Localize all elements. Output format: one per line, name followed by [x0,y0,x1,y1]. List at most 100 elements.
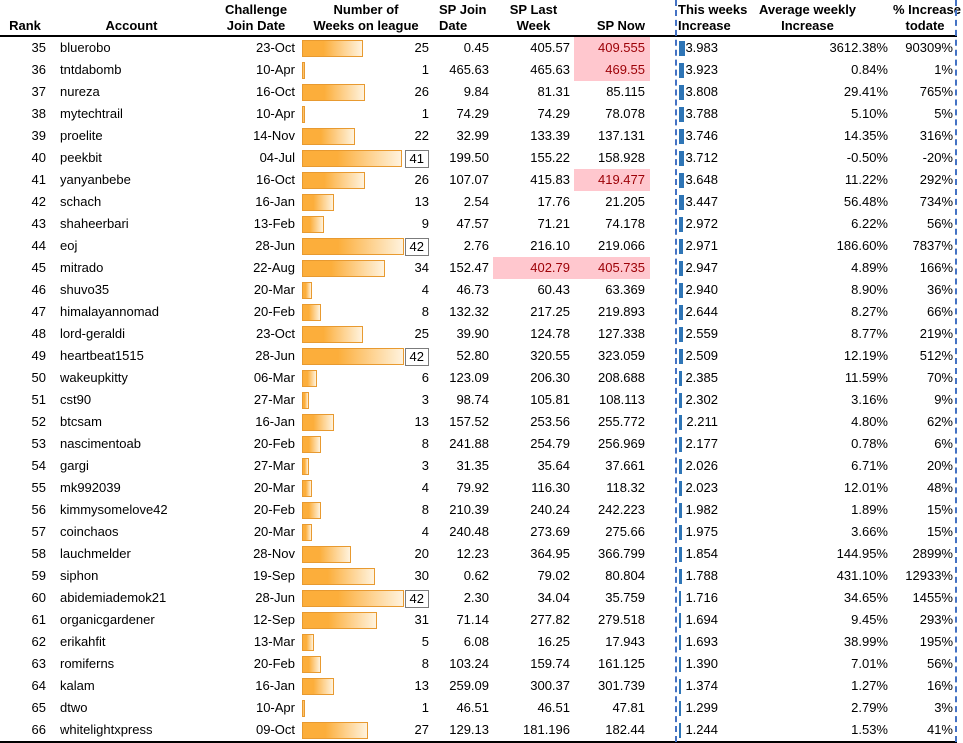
cell-average-weekly-increase[interactable]: 1.27% [851,678,888,693]
cell-weeks-on-league[interactable]: 30 [299,565,433,587]
cell-average-weekly-increase[interactable]: 8.27% [851,304,888,319]
header-account[interactable]: Account [50,2,213,35]
cell-weeks-on-league[interactable]: 41 [299,147,433,169]
cell-average-weekly-increase[interactable]: 3612.38% [829,40,888,55]
cell-sp-join-date[interactable]: 79.92 [456,480,489,495]
cell-average-weekly-increase[interactable]: 6.22% [851,216,888,231]
cell-challenge-join-date[interactable]: 20-Feb [253,502,295,517]
cell-sp-join-date[interactable]: 46.73 [456,282,489,297]
cell-this-weeks-increase[interactable]: 3.746 [676,125,722,147]
cell-weeks-on-league[interactable]: 3 [299,389,433,411]
cell-spacer[interactable] [650,59,676,81]
cell-account[interactable]: himalayannomad [60,304,160,319]
cell-pct-increase-todate[interactable]: 734% [919,194,953,209]
cell-sp-join-date[interactable]: 74.29 [456,106,489,121]
cell-spacer[interactable] [650,147,676,169]
cell-sp-now[interactable]: 419.477 [574,169,650,191]
cell-weeks-on-league[interactable]: 8 [299,433,433,455]
cell-sp-last-week[interactable]: 74.29 [537,106,570,121]
cell-average-weekly-increase[interactable]: 11.22% [844,172,888,187]
cell-account[interactable]: kimmysomelove42 [60,502,168,517]
cell-rank[interactable]: 48 [31,326,46,341]
cell-pct-increase-todate[interactable]: 15% [926,524,953,539]
cell-sp-now[interactable]: 256.969 [598,436,645,451]
cell-sp-last-week[interactable]: 300.37 [530,678,570,693]
cell-average-weekly-increase[interactable]: 4.89% [851,260,888,275]
cell-sp-last-week[interactable]: 402.79 [493,257,574,279]
cell-rank[interactable]: 41 [31,172,46,187]
cell-sp-last-week[interactable]: 46.51 [537,700,570,715]
cell-rank[interactable]: 38 [31,106,46,121]
cell-spacer[interactable] [650,565,676,587]
cell-sp-now[interactable]: 255.772 [598,414,645,429]
cell-account[interactable]: wakeupkitty [60,370,128,385]
cell-spacer[interactable] [650,411,676,433]
cell-average-weekly-increase[interactable]: 7.01% [851,656,888,671]
cell-pct-increase-todate[interactable]: 16% [926,678,953,693]
cell-challenge-join-date[interactable]: 28-Jun [255,238,295,253]
cell-sp-last-week[interactable]: 206.30 [530,370,570,385]
cell-sp-join-date[interactable]: 240.48 [449,524,489,539]
cell-rank[interactable]: 44 [31,238,46,253]
cell-pct-increase-todate[interactable]: 66% [926,304,953,319]
cell-sp-join-date[interactable]: 0.62 [463,568,489,583]
cell-pct-increase-todate[interactable]: 765% [919,84,953,99]
cell-challenge-join-date[interactable]: 04-Jul [259,150,295,165]
cell-this-weeks-increase[interactable]: 1.374 [676,675,722,697]
cell-challenge-join-date[interactable]: 14-Nov [253,128,295,143]
cell-rank[interactable]: 47 [31,304,46,319]
cell-average-weekly-increase[interactable]: 6.71% [851,458,888,473]
cell-rank[interactable]: 57 [31,524,46,539]
cell-rank[interactable]: 52 [31,414,46,429]
cell-account[interactable]: lauchmelder [60,546,131,561]
cell-challenge-join-date[interactable]: 20-Mar [253,480,295,495]
cell-average-weekly-increase[interactable]: 8.90% [851,282,888,297]
cell-spacer[interactable] [650,235,676,257]
cell-sp-now[interactable]: 219.893 [598,304,645,319]
cell-pct-increase-todate[interactable]: 48% [926,480,953,495]
cell-sp-now[interactable]: 17.943 [605,634,645,649]
cell-sp-last-week[interactable]: 277.82 [530,612,570,627]
cell-sp-last-week[interactable]: 254.79 [530,436,570,451]
cell-spacer[interactable] [650,697,676,719]
cell-sp-now[interactable]: 118.32 [606,480,645,495]
header-weeks-on-league[interactable]: Number of Weeks on league [299,2,433,35]
cell-average-weekly-increase[interactable]: 1.89% [851,502,888,517]
cell-pct-increase-todate[interactable]: 62% [926,414,953,429]
cell-sp-last-week[interactable]: 181.196 [523,722,570,737]
cell-account[interactable]: dtwo [60,700,88,715]
cell-rank[interactable]: 54 [31,458,46,473]
cell-sp-now[interactable]: 323.059 [598,348,645,363]
cell-challenge-join-date[interactable]: 28-Nov [253,546,295,561]
cell-sp-now[interactable]: 301.739 [598,678,645,693]
cell-pct-increase-todate[interactable]: 1% [934,62,953,77]
cell-this-weeks-increase[interactable]: 2.302 [676,389,722,411]
cell-pct-increase-todate[interactable]: 36% [926,282,953,297]
cell-weeks-on-league[interactable]: 13 [299,191,433,213]
cell-sp-last-week[interactable]: 159.74 [530,656,570,671]
cell-account[interactable]: heartbeat1515 [60,348,144,363]
cell-challenge-join-date[interactable]: 16-Oct [255,172,295,187]
cell-spacer[interactable] [650,345,676,367]
cell-challenge-join-date[interactable]: 16-Jan [255,678,295,693]
cell-challenge-join-date[interactable]: 28-Jun [255,348,295,363]
cell-spacer[interactable] [650,81,676,103]
header-pct-increase-todate[interactable]: % Increase todate [893,2,961,35]
cell-account[interactable]: mk992039 [60,480,121,495]
cell-rank[interactable]: 53 [31,436,46,451]
cell-account[interactable]: organicgardener [60,612,155,627]
cell-challenge-join-date[interactable]: 10-Apr [255,700,295,715]
cell-spacer[interactable] [650,499,676,521]
cell-sp-last-week[interactable]: 34.04 [537,590,570,605]
cell-sp-join-date[interactable]: 129.13 [449,722,489,737]
cell-average-weekly-increase[interactable]: 186.60% [836,238,888,253]
cell-sp-join-date[interactable]: 9.84 [463,84,489,99]
cell-sp-now[interactable]: 279.518 [598,612,645,627]
cell-sp-last-week[interactable]: 81.31 [537,84,570,99]
cell-account[interactable]: schach [60,194,102,209]
cell-account[interactable]: mitrado [60,260,104,275]
header-average-weekly-increase[interactable]: Average weekly Increase [722,2,893,35]
cell-account[interactable]: nascimentoab [60,436,141,451]
cell-average-weekly-increase[interactable]: 3.66% [851,524,888,539]
cell-spacer[interactable] [650,543,676,565]
